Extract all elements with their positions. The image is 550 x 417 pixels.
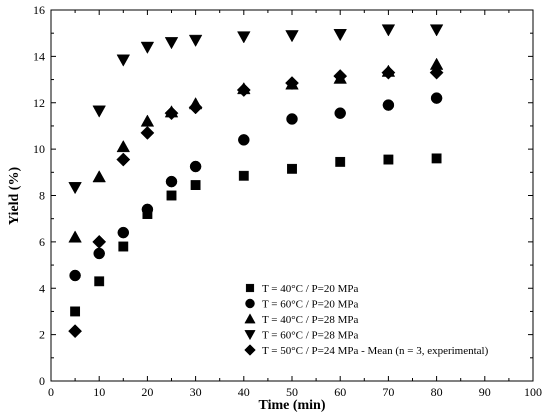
legend-label: T = 60°C / P=28 MPa	[262, 330, 358, 342]
legend: T = 40°C / P=20 MPa T = 60°C / P=20 MPa T …	[244, 283, 489, 357]
data-point-circle	[165, 175, 178, 188]
data-point-triangle-down	[333, 29, 347, 42]
data-point-circle	[93, 247, 105, 260]
series-diamond	[68, 65, 444, 339]
x-tick-label: 0	[48, 385, 54, 399]
x-tick-label: 50	[286, 385, 298, 399]
legend-item: T = 40°C / P=28 MPa	[244, 313, 358, 326]
data-point-circle	[430, 92, 443, 104]
data-point-circle	[334, 107, 346, 119]
y-tick-label: 2	[39, 328, 45, 342]
legend-marker-triangle-up	[244, 313, 256, 324]
data-point-triangle-down	[116, 54, 131, 67]
legend-item: T = 50°C / P=24 MPa - Mean (n = 3, exper…	[244, 344, 489, 357]
data-point-triangle-down	[188, 34, 203, 47]
data-point-square	[118, 241, 129, 252]
y-tick-label: 8	[39, 189, 45, 203]
legend-label: T = 60°C / P=20 MPa	[262, 299, 358, 311]
data-point-triangle-down	[381, 24, 396, 37]
data-point-circle	[286, 113, 298, 125]
data-point-circle	[189, 160, 202, 173]
data-point-diamond	[116, 152, 131, 167]
legend-marker-diamond	[244, 344, 256, 356]
legend-label: T = 40°C / P=20 MPa	[262, 283, 358, 295]
legend-item: T = 60°C / P=20 MPa	[245, 298, 358, 311]
data-point-triangle-down	[237, 31, 251, 44]
legend-marker-circle	[245, 298, 255, 309]
series-circle	[69, 92, 443, 282]
legend-marker-triangle-down	[244, 330, 256, 341]
data-point-circle	[382, 99, 395, 111]
data-point-triangle-up	[116, 139, 131, 153]
y-axis-label: Yield (%)	[7, 167, 22, 226]
series-triangle-up	[68, 57, 444, 243]
y-tick-label: 16	[33, 3, 45, 17]
legend-item: T = 40°C / P=20 MPa	[245, 283, 358, 295]
data-point-triangle-down	[285, 30, 299, 43]
data-point-diamond	[333, 69, 348, 84]
data-point-diamond	[164, 106, 179, 121]
data-point-square	[190, 180, 201, 190]
data-point-diamond	[188, 100, 203, 115]
data-point-square	[94, 276, 105, 287]
data-point-square	[431, 153, 442, 164]
data-point-circle	[69, 269, 81, 282]
series-triangle-down	[68, 24, 444, 195]
data-point-diamond	[285, 76, 299, 90]
data-point-triangle-up	[140, 114, 155, 127]
data-point-triangle-down	[140, 41, 155, 54]
data-point-diamond	[236, 83, 251, 97]
data-point-square	[287, 163, 297, 174]
x-tick-label: 30	[190, 385, 202, 399]
x-tick-label: 40	[238, 385, 250, 399]
data-points	[68, 24, 444, 339]
data-point-diamond	[140, 125, 155, 140]
data-point-triangle-up	[92, 170, 106, 183]
data-point-circle	[141, 203, 154, 216]
legend-item: T = 60°C / P=28 MPa	[244, 330, 358, 342]
y-tick-label: 10	[33, 142, 45, 156]
data-point-square	[238, 170, 249, 181]
data-point-triangle-down	[429, 24, 444, 37]
data-point-diamond	[92, 234, 107, 249]
data-point-circle	[238, 134, 250, 146]
y-tick-label: 14	[33, 49, 45, 63]
data-point-triangle-down	[92, 105, 106, 118]
x-tick-label: 60	[334, 385, 346, 399]
x-tick-label: 20	[141, 385, 153, 399]
data-point-triangle-down	[164, 37, 179, 50]
data-point-square	[166, 190, 177, 201]
x-tick-label: 10	[93, 385, 105, 399]
data-point-triangle-down	[68, 182, 82, 195]
x-axis-label: Time (min)	[258, 398, 325, 413]
data-point-square	[70, 306, 81, 317]
x-axis-ticks: 0 10 20 30 40 50 60 70 80 90 100	[48, 10, 542, 399]
data-point-diamond	[429, 65, 444, 80]
x-tick-label: 90	[479, 385, 491, 399]
data-point-diamond	[68, 324, 83, 339]
data-point-diamond	[381, 65, 396, 80]
data-point-circle	[117, 226, 130, 239]
data-point-triangle-up	[68, 230, 82, 243]
x-tick-label: 70	[382, 385, 394, 399]
y-axis-ticks: 0 2 4 6 8 10 12 14 16	[33, 3, 533, 388]
legend-label: T = 40°C / P=28 MPa	[262, 314, 358, 326]
data-point-square	[383, 154, 394, 165]
data-point-square	[335, 156, 346, 167]
x-tick-label: 80	[431, 385, 443, 399]
y-tick-label: 4	[39, 281, 45, 295]
legend-label: T = 50°C / P=24 MPa - Mean (n = 3, exper…	[262, 345, 489, 357]
y-tick-label: 12	[33, 96, 45, 110]
y-tick-label: 6	[39, 235, 45, 249]
series-square	[70, 153, 442, 317]
y-tick-label: 0	[39, 374, 45, 388]
x-tick-label: 100	[524, 385, 542, 399]
legend-marker-square	[245, 283, 255, 293]
